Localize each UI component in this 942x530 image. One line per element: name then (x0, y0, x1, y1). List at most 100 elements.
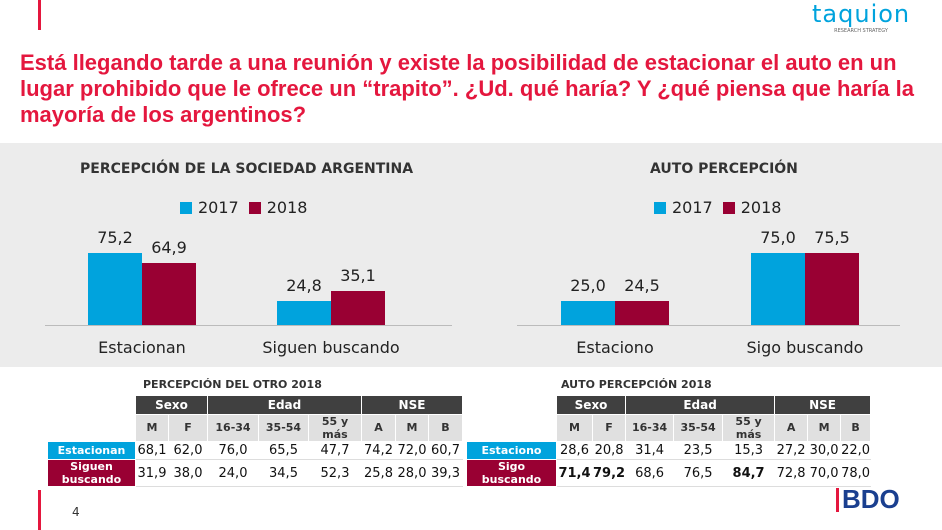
data-label: 24,8 (286, 276, 322, 296)
cell-value: 60,7 (428, 440, 463, 460)
group-header: Edad (207, 395, 362, 415)
blank (466, 395, 557, 415)
column-header: M (135, 413, 169, 442)
data-label: 75,2 (97, 227, 133, 247)
row-label: Sigo buscando (466, 459, 557, 487)
cell-value: 34,5 (258, 459, 309, 487)
bar-2017-1 (277, 301, 331, 325)
column-header: B (840, 413, 872, 442)
table-row: Estacionan 68,1 62,0 76,0 65,5 47,7 74,2 72,0 60… (47, 440, 463, 460)
column-header: M (807, 413, 842, 442)
bar-2018-1 (805, 252, 859, 325)
chart-title-right: AUTO PERCEPCIÓN (650, 161, 798, 177)
category-label: Sigo buscando (746, 338, 864, 357)
crosstab-table: Sexo Edad NSE M F 16-34 35-54 55 y más A M B Estaci… (47, 395, 463, 487)
row-label: Estacionan (47, 440, 136, 460)
page-number: 4 (72, 505, 80, 519)
category-label: Estaciono (576, 338, 654, 357)
table-row: Siguen buscando 31,9 38,0 24,0 34,5 52,3 25,8 2… (47, 459, 463, 487)
group-header: Sexo (135, 395, 208, 415)
cell-value: 70,0 (807, 459, 842, 487)
accent-bar-bottom (38, 490, 41, 530)
bar-2018-1 (331, 291, 385, 325)
data-label: 24,5 (624, 276, 660, 296)
row-label: Siguen buscando (47, 459, 136, 487)
cell-value: 31,9 (135, 459, 169, 487)
cell-value: 84,7 (722, 459, 776, 487)
bar-2017-1 (751, 253, 805, 325)
cell-value: 23,5 (673, 440, 724, 460)
cell-value: 68,6 (625, 459, 675, 487)
cell-value: 15,3 (722, 440, 776, 460)
column-header: F (591, 413, 627, 442)
cell-value: 39,3 (428, 459, 463, 487)
cell-value: 25,8 (361, 459, 396, 487)
column-header: 55 y más (722, 413, 776, 442)
cell-value: 38,0 (168, 459, 208, 487)
cell-value: 20,8 (591, 440, 627, 460)
cell-value: 72,0 (395, 440, 429, 460)
table-row: Sigo buscando 71,4 79,2 68,6 76,5 84,7 72,8 70,… (466, 459, 872, 487)
cell-value: 27,2 (774, 440, 809, 460)
cell-value: 28,6 (556, 440, 593, 460)
legend-left: 2017 2018 (180, 198, 307, 217)
column-header: 35-54 (258, 413, 309, 442)
cell-value: 76,0 (207, 440, 259, 460)
bar-2017-0 (561, 301, 615, 325)
cell-value: 31,4 (625, 440, 675, 460)
bar-2017-0 (88, 252, 142, 325)
cell-value: 52,3 (308, 459, 362, 487)
axis-right (517, 325, 900, 326)
legend-swatch-2017 (654, 201, 666, 214)
column-header: A (361, 413, 396, 442)
data-label: 75,0 (760, 228, 796, 247)
taquion-logo: taquion RESEARCH STRATEGY (812, 0, 911, 34)
row-label: Estaciono (466, 440, 557, 460)
crosstab-table: Sexo Edad NSE M F 16-34 35-54 55 y más A M B Estaci… (466, 395, 872, 487)
group-header: Edad (625, 395, 776, 415)
bar-2018-0 (142, 262, 196, 325)
table-row: Estaciono 28,6 20,8 31,4 23,5 15,3 27,2 30,0 22,… (466, 440, 872, 460)
group-header: NSE (774, 395, 872, 415)
cell-value: 22,0 (840, 440, 872, 460)
cell-value: 68,1 (135, 440, 169, 460)
column-header: 16-34 (625, 413, 675, 442)
legend-swatch-2017 (180, 201, 192, 214)
chart-title-left: PERCEPCIÓN DE LA SOCIEDAD ARGENTINA (80, 161, 414, 177)
cell-value: 62,0 (168, 440, 208, 460)
cell-value: 76,5 (673, 459, 724, 487)
cell-value: 71,4 (556, 459, 593, 487)
column-header: F (168, 413, 208, 442)
page-title: Está llegando tarde a una reunión y exis… (20, 50, 914, 127)
table-title-left: PERCEPCIÓN DEL OTRO 2018 (143, 378, 322, 391)
group-header: Sexo (555, 395, 627, 415)
blank (47, 395, 136, 415)
category-label: Estacionan (98, 338, 186, 357)
column-header: A (774, 413, 809, 442)
cell-value: 65,5 (258, 440, 309, 460)
legend-right: 2017 2018 (654, 198, 781, 217)
column-header: 16-34 (207, 413, 259, 442)
cell-value: 24,0 (207, 459, 259, 487)
column-header: M (556, 413, 593, 442)
data-label: 25,0 (570, 276, 606, 295)
category-label: Siguen buscando (262, 338, 400, 357)
cell-value: 79,2 (591, 459, 627, 487)
column-header: 55 y más (308, 413, 362, 442)
column-header: B (428, 413, 463, 442)
table-title-right: AUTO PERCEPCIÓN 2018 (561, 378, 712, 391)
bar-2018-0 (615, 301, 669, 325)
accent-bar-top (38, 0, 41, 30)
legend-swatch-2018 (248, 201, 261, 214)
cell-value: 72,8 (774, 459, 809, 487)
group-header: NSE (361, 395, 463, 415)
data-label: 64,9 (151, 237, 187, 257)
cell-value: 78,0 (840, 459, 872, 487)
bdo-logo: BDO (836, 484, 900, 515)
data-label: 75,5 (814, 227, 850, 247)
cell-value: 28,0 (395, 459, 429, 487)
legend-swatch-2018 (722, 201, 735, 214)
data-label: 35,1 (340, 266, 376, 286)
cell-value: 74,2 (361, 440, 396, 460)
axis-left (45, 325, 452, 326)
